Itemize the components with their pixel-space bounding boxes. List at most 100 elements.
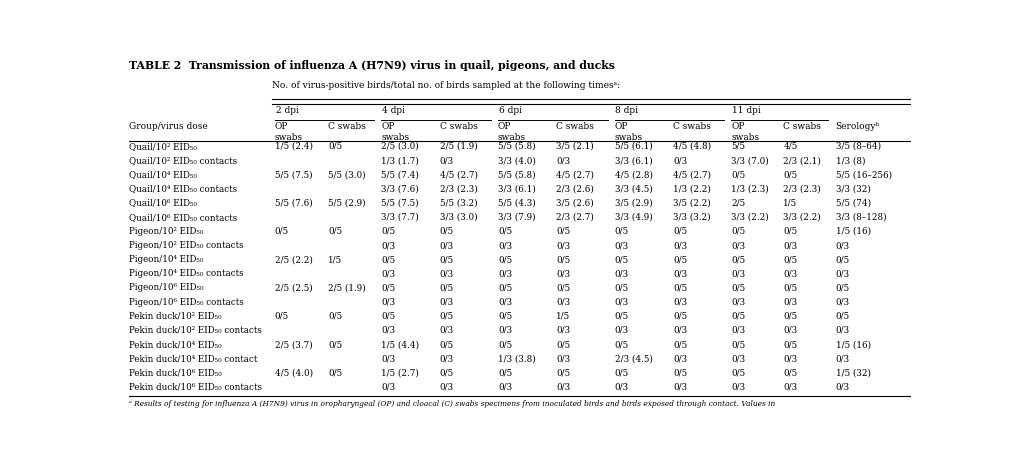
Text: 0/3: 0/3 [731,382,744,392]
Text: Serologyᵇ: Serologyᵇ [835,122,879,131]
Text: 2/5 (1.9): 2/5 (1.9) [439,142,477,151]
Text: TABLE 2  Transmission of inﬂuenza A (H7N9) virus in quail, pigeons, and ducks: TABLE 2 Transmission of inﬂuenza A (H7N9… [128,60,615,71]
Text: 0/3: 0/3 [672,354,686,363]
Text: 0/5: 0/5 [328,368,342,377]
Text: 0/5: 0/5 [328,227,342,236]
Text: 0/3: 0/3 [672,382,686,392]
Text: 0/5: 0/5 [731,312,744,321]
Text: 0/3: 0/3 [731,298,744,307]
Text: 0/5: 0/5 [614,227,628,236]
Text: 0/5: 0/5 [274,227,288,236]
Text: 1/5 (16): 1/5 (16) [835,227,869,236]
Text: 5/5 (4.3): 5/5 (4.3) [497,198,535,207]
Text: 0/5: 0/5 [439,284,453,292]
Text: 3/3 (8–128): 3/3 (8–128) [835,212,886,222]
Text: 0/5: 0/5 [439,227,453,236]
Text: 0/5: 0/5 [672,340,686,349]
Text: 0/3: 0/3 [381,241,395,250]
Text: Quail/10² EID₅₀: Quail/10² EID₅₀ [128,142,196,151]
Text: 0/3: 0/3 [672,269,686,278]
Text: C swabs: C swabs [783,122,820,131]
Text: 0/3: 0/3 [783,382,797,392]
Text: 5/5 (5.8): 5/5 (5.8) [497,142,535,151]
Text: OP
swabs: OP swabs [381,122,409,141]
Text: Pigeon/10⁶ EID₅₀ contacts: Pigeon/10⁶ EID₅₀ contacts [128,298,244,307]
Text: 0/5: 0/5 [731,368,744,377]
Text: Quail/10⁴ EID₅₀ contacts: Quail/10⁴ EID₅₀ contacts [128,184,237,193]
Text: 0/5: 0/5 [439,312,453,321]
Text: C swabs: C swabs [328,122,366,131]
Text: 0/3: 0/3 [439,241,453,250]
Text: 3/5 (2.1): 3/5 (2.1) [556,142,593,151]
Text: 0/3: 0/3 [556,354,570,363]
Text: 3/3 (32): 3/3 (32) [835,184,869,193]
Text: 0/5: 0/5 [783,227,797,236]
Text: C swabs: C swabs [672,122,710,131]
Text: 0/3: 0/3 [731,241,744,250]
Text: OP
swabs: OP swabs [614,122,642,141]
Text: 5/5 (7.4): 5/5 (7.4) [381,170,419,179]
Text: 6 dpi: 6 dpi [498,106,522,115]
Text: 0/5: 0/5 [497,312,512,321]
Text: 2/5 (1.9): 2/5 (1.9) [328,284,365,292]
Text: C swabs: C swabs [439,122,477,131]
Text: 3/5 (8–64): 3/5 (8–64) [835,142,880,151]
Text: 0/5: 0/5 [614,368,628,377]
Text: 4/5 (4.0): 4/5 (4.0) [274,368,312,377]
Text: 3/3 (7.9): 3/3 (7.9) [497,212,535,222]
Text: 0/3: 0/3 [614,326,628,335]
Text: 5/5 (74): 5/5 (74) [835,198,869,207]
Text: 5/5 (6.1): 5/5 (6.1) [614,142,652,151]
Text: 1/3 (2.3): 1/3 (2.3) [731,184,768,193]
Text: Pekin duck/10⁴ EID₅₀ contact: Pekin duck/10⁴ EID₅₀ contact [128,354,257,363]
Text: 0/3: 0/3 [556,269,570,278]
Text: Quail/10⁴ EID₅₀: Quail/10⁴ EID₅₀ [128,170,196,179]
Text: 4/5 (2.7): 4/5 (2.7) [556,170,593,179]
Text: 3/3 (4.5): 3/3 (4.5) [614,184,652,193]
Text: 0/3: 0/3 [731,326,744,335]
Text: Pigeon/10² EID₅₀ contacts: Pigeon/10² EID₅₀ contacts [128,241,244,250]
Text: Group/virus dose: Group/virus dose [128,122,207,131]
Text: Quail/10² EID₅₀ contacts: Quail/10² EID₅₀ contacts [128,156,237,165]
Text: 1/5: 1/5 [328,255,342,264]
Text: 0/5: 0/5 [497,255,512,264]
Text: 0/5: 0/5 [783,312,797,321]
Text: 3/3 (7.6): 3/3 (7.6) [381,184,419,193]
Text: 11 dpi: 11 dpi [731,106,760,115]
Text: 0/5: 0/5 [614,312,628,321]
Text: Pigeon/10⁴ EID₅₀ contacts: Pigeon/10⁴ EID₅₀ contacts [128,269,244,278]
Text: 2/5 (3.7): 2/5 (3.7) [274,340,312,349]
Text: 0/5: 0/5 [497,227,512,236]
Text: 0/3: 0/3 [556,326,570,335]
Text: 0/3: 0/3 [672,298,686,307]
Text: Quail/10⁶ EID₅₀: Quail/10⁶ EID₅₀ [128,198,197,207]
Text: 0/3: 0/3 [614,241,628,250]
Text: 0/3: 0/3 [731,354,744,363]
Text: Pekin duck/10⁶ EID₅₀: Pekin duck/10⁶ EID₅₀ [128,368,221,377]
Text: 0/5: 0/5 [556,368,570,377]
Text: 0/5: 0/5 [672,227,686,236]
Text: 0/3: 0/3 [439,298,453,307]
Text: 0/5: 0/5 [497,368,512,377]
Text: 2/5 (2.5): 2/5 (2.5) [274,284,312,292]
Text: 0/5: 0/5 [783,284,797,292]
Text: 4/5 (2.7): 4/5 (2.7) [672,170,710,179]
Text: 0/5: 0/5 [731,170,744,179]
Text: OP
swabs: OP swabs [497,122,526,141]
Text: 0/5: 0/5 [835,312,849,321]
Text: 0/3: 0/3 [439,269,453,278]
Text: 3/3 (2.2): 3/3 (2.2) [783,212,820,222]
Text: 4 dpi: 4 dpi [382,106,404,115]
Text: 5/5 (3.2): 5/5 (3.2) [439,198,477,207]
Text: 5/5 (3.0): 5/5 (3.0) [328,170,365,179]
Text: 1/5 (2.7): 1/5 (2.7) [381,368,419,377]
Text: 0/3: 0/3 [439,156,453,165]
Text: 5/5: 5/5 [731,142,744,151]
Text: 3/3 (4.0): 3/3 (4.0) [497,156,535,165]
Text: 0/3: 0/3 [556,241,570,250]
Text: Pekin duck/10⁴ EID₅₀: Pekin duck/10⁴ EID₅₀ [128,340,221,349]
Text: 0/3: 0/3 [783,354,797,363]
Text: 0/5: 0/5 [381,312,395,321]
Text: 1/5 (2.4): 1/5 (2.4) [274,142,312,151]
Text: 0/5: 0/5 [835,255,849,264]
